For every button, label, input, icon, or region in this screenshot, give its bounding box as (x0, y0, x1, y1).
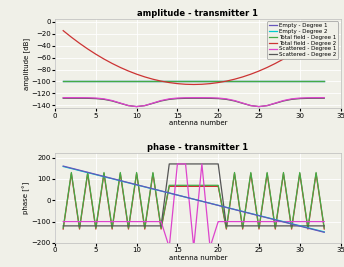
Title: amplitude - transmitter 1: amplitude - transmitter 1 (137, 9, 258, 18)
X-axis label: antenna number: antenna number (169, 254, 227, 261)
Y-axis label: amplitude [dB]: amplitude [dB] (23, 37, 30, 90)
Title: phase - transmitter 1: phase - transmitter 1 (147, 143, 248, 152)
Y-axis label: phase [°]: phase [°] (23, 182, 30, 214)
X-axis label: antenna number: antenna number (169, 120, 227, 126)
Legend: Empty - Degree 1, Empty - Degree 2, Total field - Degree 1, Total field - Degree: Empty - Degree 1, Empty - Degree 2, Tota… (267, 21, 338, 59)
